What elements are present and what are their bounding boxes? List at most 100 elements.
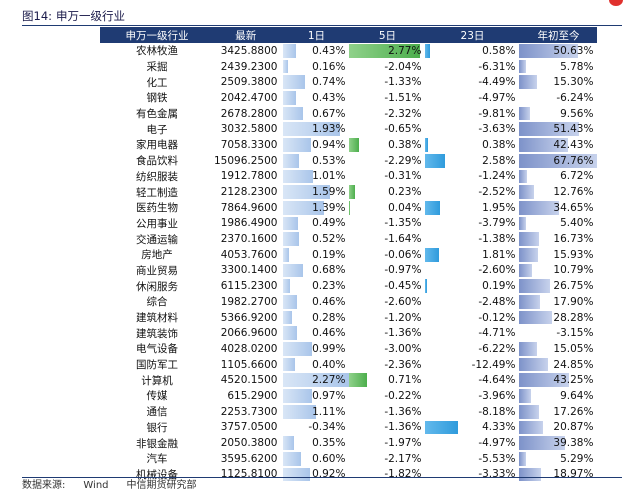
d23-change: -4.49% (425, 74, 519, 90)
ytd-change: 12.76% (519, 184, 597, 200)
d23-change: -0.12% (425, 310, 519, 326)
d1-bar (283, 122, 340, 137)
ytd-value: 26.75% (553, 280, 594, 293)
ytd-change: 16.73% (519, 231, 597, 247)
d23-value: 0.38% (482, 138, 516, 151)
ytd-value: 17.26% (553, 405, 594, 418)
d23-value: -4.97% (478, 437, 516, 450)
d23-value: 1.95% (482, 201, 516, 214)
table-row: 传媒 615.2900 0.97% -0.22% -3.96% 9.64% (100, 388, 597, 404)
d23-value: -6.31% (478, 60, 516, 73)
d1-bar (283, 59, 289, 74)
d5-change: -0.31% (349, 169, 425, 185)
industry-name: 通信 (146, 406, 168, 419)
d1-bar (283, 216, 298, 231)
ytd-change: 17.26% (519, 404, 597, 420)
d5-change: 0.23% (349, 184, 425, 200)
ytd-change: 10.79% (519, 263, 597, 279)
d23-value: -2.60% (478, 264, 516, 277)
ytd-change: 42.43% (519, 137, 597, 153)
table-row: 电气设备 4028.0200 0.99% -3.00% -6.22% 15.05% (100, 341, 597, 357)
ytd-bar (519, 373, 570, 388)
d1-value: 1.59% (312, 186, 346, 199)
table-body: 农林牧渔 3425.8800 0.43% 2.77% 0.58% 50.63% 采掘 2439… (100, 43, 598, 482)
d23-value: 0.58% (482, 44, 516, 57)
d1-bar (283, 451, 301, 466)
ytd-value: 39.38% (553, 437, 594, 450)
industry-name: 综合 (146, 296, 168, 309)
table-row: 汽车 3595.6200 0.60% -2.17% -5.53% 5.29% (100, 451, 597, 467)
ytd-bar (519, 436, 565, 450)
d1-value: 0.46% (312, 327, 346, 340)
d5-change: -2.32% (349, 106, 425, 122)
ytd-change: 50.63% (519, 43, 597, 59)
ytd-bar (519, 295, 541, 309)
d23-value: -3.79% (478, 217, 516, 230)
d5-value: -0.65% (384, 123, 422, 136)
ytd-change: 34.65% (519, 200, 597, 216)
d5-change: -0.45% (349, 278, 425, 294)
industry-name: 家用电器 (136, 139, 178, 152)
d5-change: -1.33% (349, 74, 425, 90)
d23-value: -6.22% (478, 342, 516, 355)
ytd-change: 28.28% (519, 310, 597, 326)
d1-bar (283, 153, 299, 168)
ytd-value: 5.29% (560, 452, 594, 465)
header-industry: 申万一级行业 (100, 27, 214, 43)
d5-value: 0.04% (388, 201, 422, 214)
d1-bar (283, 169, 313, 184)
d23-change: 1.95% (425, 200, 519, 216)
d5-change: -1.36% (349, 404, 425, 420)
last-value: 4028.0200 (220, 342, 278, 355)
industry-name: 休闲服务 (136, 280, 178, 293)
d5-change: -2.04% (349, 59, 425, 75)
ytd-value: 10.79% (553, 264, 594, 277)
industry-name: 公用事业 (136, 217, 178, 230)
industry-name: 化工 (146, 76, 168, 89)
d23-change: -2.60% (425, 263, 519, 279)
table-row: 电子 3032.5800 1.93% -0.65% -3.63% 51.43% (100, 121, 597, 137)
ytd-value: 51.43% (553, 123, 594, 136)
ytd-value: 50.63% (553, 44, 594, 57)
ytd-bar (519, 59, 527, 74)
d5-change: 0.38% (349, 137, 425, 153)
d1-change: 1.01% (283, 169, 349, 185)
d5-change: -1.20% (349, 310, 425, 326)
last-value: 2509.3800 (220, 76, 278, 89)
d5-value: -1.64% (384, 233, 422, 246)
ytd-value: -6.24% (556, 91, 594, 104)
last-value: 2439.2300 (220, 60, 278, 73)
ytd-value: 9.64% (560, 389, 594, 402)
d23-change: -6.31% (425, 59, 519, 75)
header-1d: 1日 (283, 27, 350, 43)
last-value: 2370.1600 (220, 233, 278, 246)
d23-value: -3.63% (478, 123, 516, 136)
d23-change: -5.53% (425, 451, 519, 467)
d1-bar (283, 106, 303, 121)
table-row: 采掘 2439.2300 0.16% -2.04% -6.31% 5.78% (100, 59, 597, 75)
d23-value: -1.38% (478, 233, 516, 246)
d1-bar (283, 138, 311, 152)
d1-value: 0.23% (312, 280, 346, 293)
d23-change: 4.33% (425, 420, 519, 436)
d1-change: 0.46% (283, 294, 349, 310)
ytd-bar (519, 232, 539, 246)
table-row: 家用电器 7058.3300 0.94% 0.38% 0.38% 42.43% (100, 137, 597, 153)
d1-change: -0.34% (283, 420, 349, 436)
d23-bar (425, 420, 459, 435)
ytd-change: 43.25% (519, 372, 597, 388)
d1-bar (283, 91, 296, 105)
last-value: 2253.7300 (220, 405, 278, 418)
d1-value: 0.68% (312, 264, 346, 277)
d1-bar (283, 389, 312, 403)
d1-bar (283, 310, 292, 325)
ytd-bar (519, 342, 537, 356)
d1-bar (283, 295, 297, 309)
header-5d: 5日 (349, 27, 426, 43)
d23-change: -1.24% (425, 169, 519, 185)
d23-value: 4.33% (482, 421, 516, 434)
d1-bar (283, 342, 313, 356)
table-row: 国防军工 1105.6600 0.40% -2.36% -12.49% 24.85% (100, 357, 597, 373)
table-row: 商业贸易 3300.1400 0.68% -0.97% -2.60% 10.79% (100, 263, 597, 279)
header-last: 最新 (214, 27, 284, 43)
